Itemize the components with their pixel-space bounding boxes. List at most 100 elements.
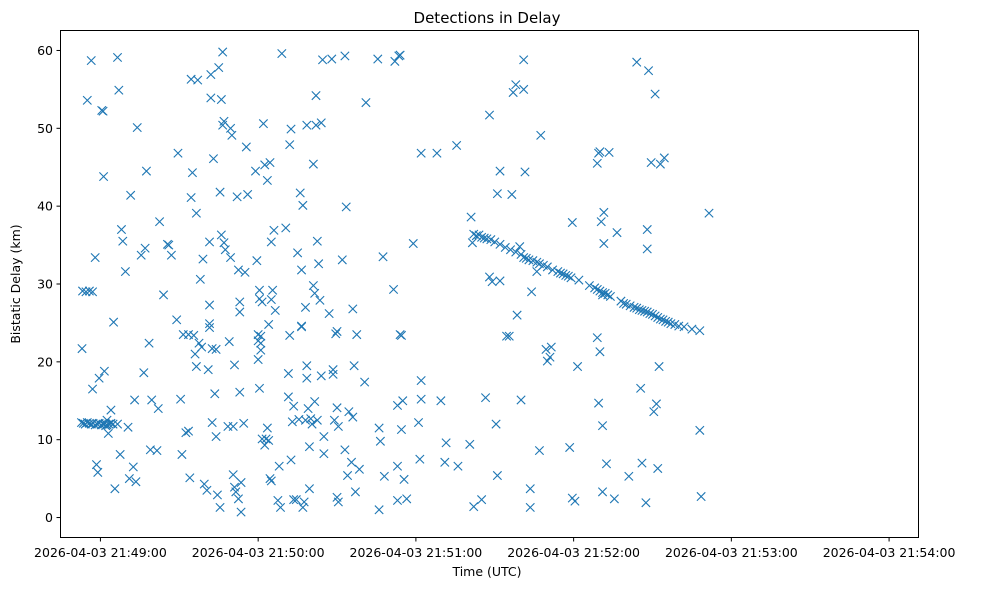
data-point [512,310,522,320]
data-point [210,389,220,399]
data-point [224,337,234,347]
data-point [207,344,217,354]
data-point [289,401,299,411]
data-point [337,255,347,265]
data-point [108,419,118,429]
data-point [204,323,215,333]
data-point [215,502,225,513]
data-point [298,502,308,513]
data-point [388,284,399,295]
data-point [81,287,91,297]
data-point [317,55,328,65]
data-point [99,366,109,376]
data-point [141,166,152,176]
data-point [597,487,608,497]
data-point [360,377,370,387]
data-point [563,271,573,281]
data-point [310,396,320,407]
data-point [373,54,383,64]
data-point [197,342,207,352]
data-point [521,253,531,263]
x-tick-label: 2026-04-03 21:49:00 [34,545,167,560]
data-point [655,159,665,169]
data-point [566,273,576,283]
data-point [257,297,267,307]
data-point [441,438,451,448]
y-axis-ticks: 0 10 20 30 40 50 60 [37,43,61,525]
data-point [94,373,104,383]
data-point [176,394,186,404]
data-point [274,461,284,471]
data-point [236,477,246,488]
data-point [348,412,358,422]
data-point [264,435,274,446]
data-point [177,449,187,460]
data-point [341,202,351,212]
data-point [641,498,651,508]
data-point [561,270,571,281]
data-point [266,294,276,305]
data-point [304,442,315,452]
data-point [189,330,199,340]
data-point [332,403,342,413]
data-point [679,322,689,332]
data-point [296,321,307,331]
data-point [612,228,622,238]
data-point [258,119,269,129]
data-point [254,285,265,295]
data-point [327,54,337,64]
data-point [495,166,505,176]
data-point [229,360,240,370]
data-point [154,217,165,227]
data-point [349,361,359,371]
x-tick-label: 2026-04-03 21:53:00 [665,545,798,560]
data-point [661,316,671,326]
data-point [650,311,660,321]
data-point [308,159,318,169]
data-point [260,160,270,170]
data-point [637,458,647,468]
data-point [398,396,408,406]
data-point [350,487,361,497]
data-point [204,237,215,247]
data-point [646,157,656,168]
data-point [136,250,146,260]
data-point [525,502,535,513]
data-point [584,280,594,291]
data-point [436,396,446,406]
data-point [87,287,98,297]
data-point [225,252,236,263]
x-tick-label: 2026-04-03 21:50:00 [192,545,325,560]
data-point [643,66,654,76]
data-point [172,315,182,325]
data-point [642,307,652,317]
data-point [114,85,124,95]
data-point [98,106,108,116]
data-point [604,147,614,158]
data-point [315,295,325,305]
data-point [492,470,502,481]
data-point [519,84,529,94]
data-point [416,394,426,404]
data-point [254,383,265,393]
data-point [132,122,142,133]
data-point [402,494,412,504]
data-point [261,434,271,444]
data-point [526,287,537,297]
data-point [663,317,673,327]
data-point [116,224,127,235]
data-point [295,188,305,198]
data-point [312,236,322,246]
data-point [477,495,487,505]
data-point [112,419,123,429]
data-point [597,287,608,298]
data-point [194,338,204,348]
data-point [118,236,128,246]
data-point [186,193,196,203]
data-point [77,286,88,296]
data-point [287,417,297,427]
data-point [536,130,546,140]
data-point [310,288,320,298]
data-point [204,319,215,329]
data-point [86,55,96,66]
